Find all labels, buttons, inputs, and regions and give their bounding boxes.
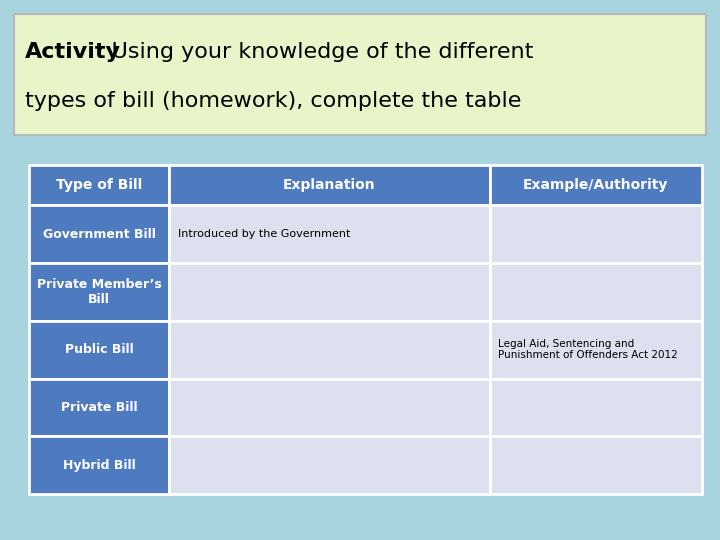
- Bar: [490, 263, 702, 321]
- Bar: [29, 321, 169, 379]
- Bar: [490, 379, 702, 436]
- Bar: [169, 205, 490, 263]
- Bar: [29, 379, 169, 436]
- Bar: [14, 14, 706, 135]
- Text: Private Bill: Private Bill: [60, 401, 138, 414]
- Text: Public Bill: Public Bill: [65, 343, 133, 356]
- Bar: [29, 205, 169, 263]
- Text: Type of Bill: Type of Bill: [56, 178, 142, 192]
- Bar: [490, 165, 702, 205]
- Text: Example/Authority: Example/Authority: [523, 178, 668, 192]
- Bar: [169, 321, 490, 379]
- Bar: [490, 205, 702, 263]
- Bar: [169, 165, 490, 205]
- Text: Government Bill: Government Bill: [42, 227, 156, 241]
- Text: Hybrid Bill: Hybrid Bill: [63, 458, 135, 472]
- Bar: [169, 379, 490, 436]
- Bar: [29, 165, 169, 205]
- Bar: [169, 263, 490, 321]
- Bar: [29, 436, 169, 494]
- Text: Private Member’s
Bill: Private Member’s Bill: [37, 278, 161, 306]
- Text: Legal Aid, Sentencing and
Punishment of Offenders Act 2012: Legal Aid, Sentencing and Punishment of …: [498, 339, 678, 361]
- Bar: [169, 436, 490, 494]
- Text: : Using your knowledge of the different: : Using your knowledge of the different: [97, 42, 534, 63]
- Bar: [490, 436, 702, 494]
- Text: Explanation: Explanation: [283, 178, 376, 192]
- Bar: [29, 263, 169, 321]
- Text: Introduced by the Government: Introduced by the Government: [178, 229, 350, 239]
- Text: types of bill (homework), complete the table: types of bill (homework), complete the t…: [25, 91, 521, 111]
- Text: Activity: Activity: [25, 42, 121, 63]
- Bar: [490, 321, 702, 379]
